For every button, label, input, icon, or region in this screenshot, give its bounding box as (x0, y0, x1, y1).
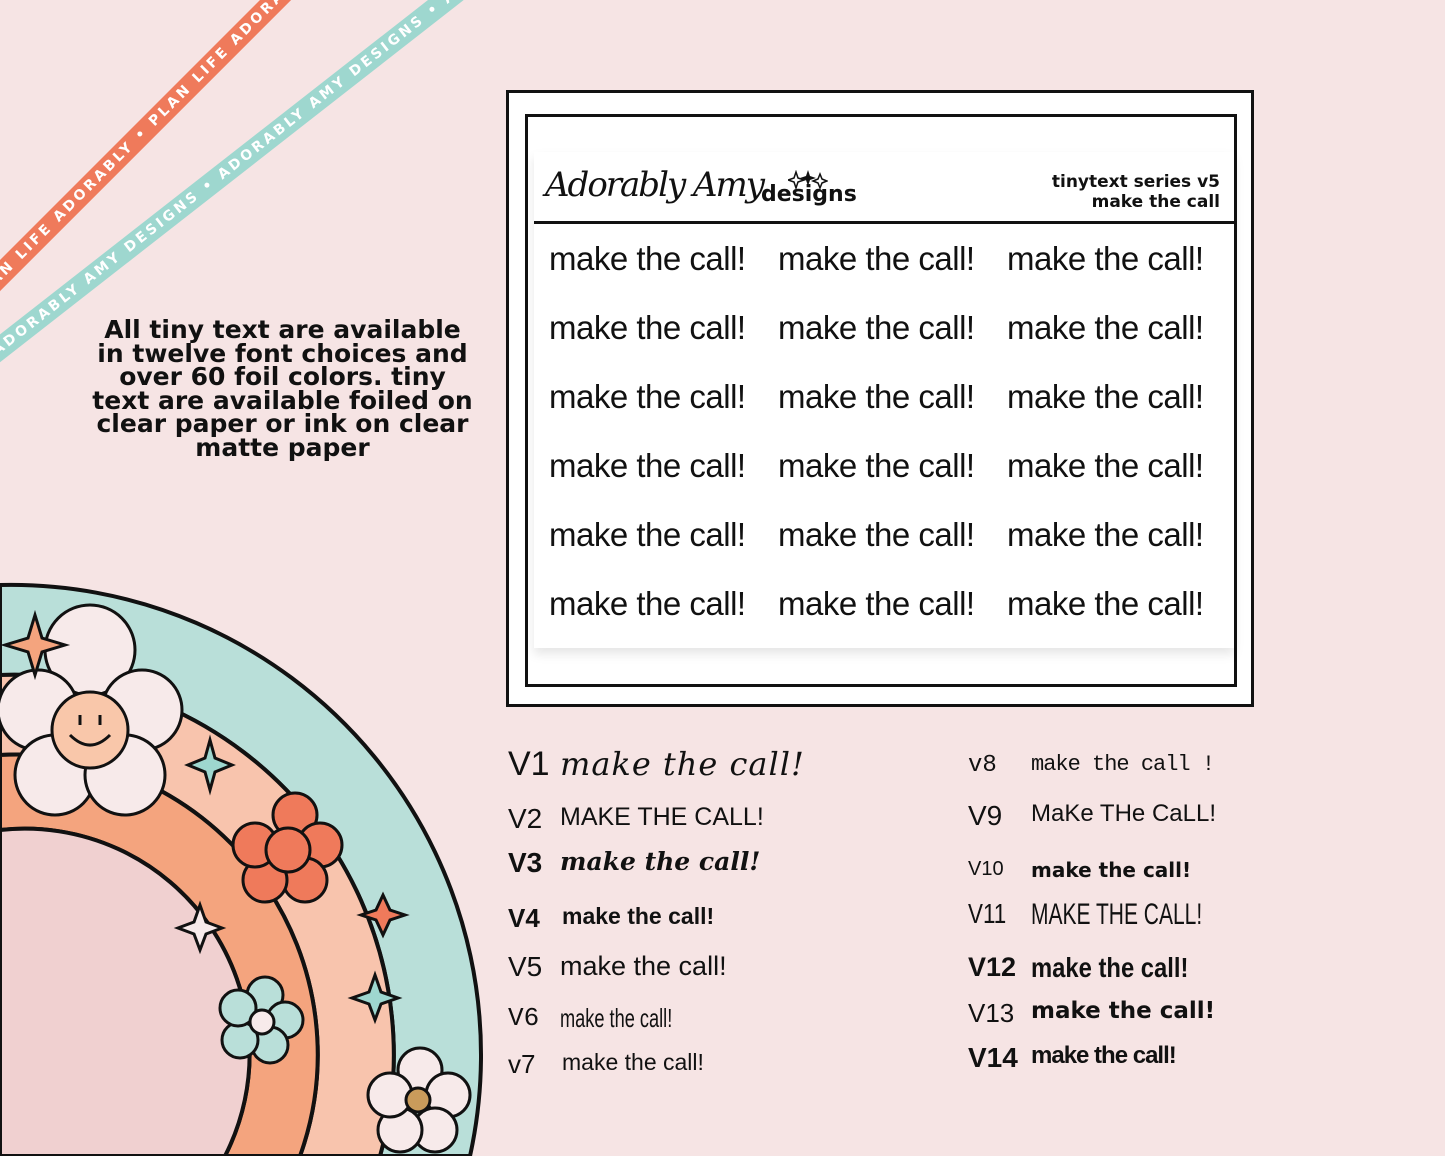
variant-label: V3 (508, 847, 543, 878)
variant-label: V6 (508, 1003, 540, 1033)
variant-sample: make the call! (1031, 1042, 1177, 1069)
sticker-sheet (534, 152, 1234, 648)
variant-label: V4 (508, 903, 540, 933)
variant-label: V9 (968, 800, 1003, 831)
font-variants-left: V1 make the call! V2 MAKE THE CALL! V3 m… (508, 745, 948, 1085)
variant-sample: make the call! (1031, 952, 1189, 983)
variant-label: V11 (968, 898, 1007, 929)
variant-sample: make the call! (560, 951, 727, 981)
info-line: in twelve font choices and (97, 338, 468, 368)
font-variants-right: v8 make the call ! V9 MaKe THe CaLL! V10… (968, 752, 1268, 1082)
variant-label: V14 (968, 1042, 1018, 1073)
sticker: make the call! (549, 516, 746, 553)
variant-sample: make the call! (1031, 858, 1192, 882)
series-title: tinytext series v5 make the call (1052, 172, 1220, 212)
variant-sample: make the call! (1031, 998, 1216, 1024)
availability-info: All tiny text are available in twelve fo… (90, 315, 475, 462)
info-line: clear paper or ink on clear (96, 409, 469, 438)
header-divider (534, 221, 1234, 224)
sticker: make the call! (1007, 447, 1204, 484)
variant-label: V10 (968, 858, 1004, 880)
sticker: make the call! (549, 309, 746, 346)
teal-flower-icon (218, 975, 305, 1065)
variant-sample: MAKE THE CALL! (560, 803, 764, 831)
sticker-grid: make the call! make the call! make the c… (549, 240, 1229, 654)
variant-sample: make the call! (560, 745, 805, 783)
series-subtitle: make the call (1091, 192, 1220, 212)
sticker: make the call! (549, 585, 746, 622)
rainbow-illustration (0, 582, 483, 1156)
brand-logo-designs: designs (761, 182, 857, 207)
info-line: All tiny text are available (104, 315, 461, 344)
logo-sparkle-icon (788, 170, 828, 190)
variant-label: V1 (508, 745, 550, 783)
sticker: make the call! (549, 378, 746, 415)
variant-sample: make the call! (562, 903, 715, 929)
sticker: make the call! (549, 447, 746, 484)
variant-label: v7 (508, 1049, 536, 1079)
variant-sample: make the call! (560, 1003, 673, 1033)
info-line: over 60 foil colors. tiny (119, 362, 446, 391)
sparkle-icon (0, 609, 410, 1025)
sticker: make the call! (778, 516, 975, 553)
sticker: make the call! (778, 447, 975, 484)
variant-sample: make the call ! (1031, 752, 1215, 777)
sticker: make the call! (1007, 309, 1204, 346)
sticker: make the call! (778, 378, 975, 415)
variant-label: V2 (508, 803, 543, 834)
info-line: matte paper (195, 432, 370, 462)
white-flower-icon (366, 1046, 472, 1154)
sticker: make the call! (778, 585, 975, 622)
info-line: text are available foiled on (92, 385, 473, 415)
sticker: make the call! (1007, 516, 1204, 553)
sticker: make the call! (549, 240, 746, 277)
variant-label: V13 (968, 998, 1015, 1028)
variant-label: V5 (508, 951, 543, 982)
variant-sample: make the call! (560, 847, 761, 876)
sticker: make the call! (1007, 585, 1204, 622)
orange-flower-icon (231, 791, 344, 904)
series-name: tinytext series v5 (1051, 172, 1220, 192)
variant-label: V12 (968, 952, 1017, 982)
brand-logo-script: Adorably Amy (545, 165, 765, 205)
sticker: make the call! (778, 240, 975, 277)
variant-label: v8 (968, 752, 997, 779)
variant-sample: make the call! (562, 1049, 704, 1075)
sticker: make the call! (1007, 240, 1204, 277)
sticker: make the call! (1007, 378, 1204, 415)
sticker: make the call! (778, 309, 975, 346)
variant-sample: MaKe THe CaLL! (1031, 800, 1216, 827)
variant-sample: MAKE THE CALL! (1031, 898, 1203, 931)
